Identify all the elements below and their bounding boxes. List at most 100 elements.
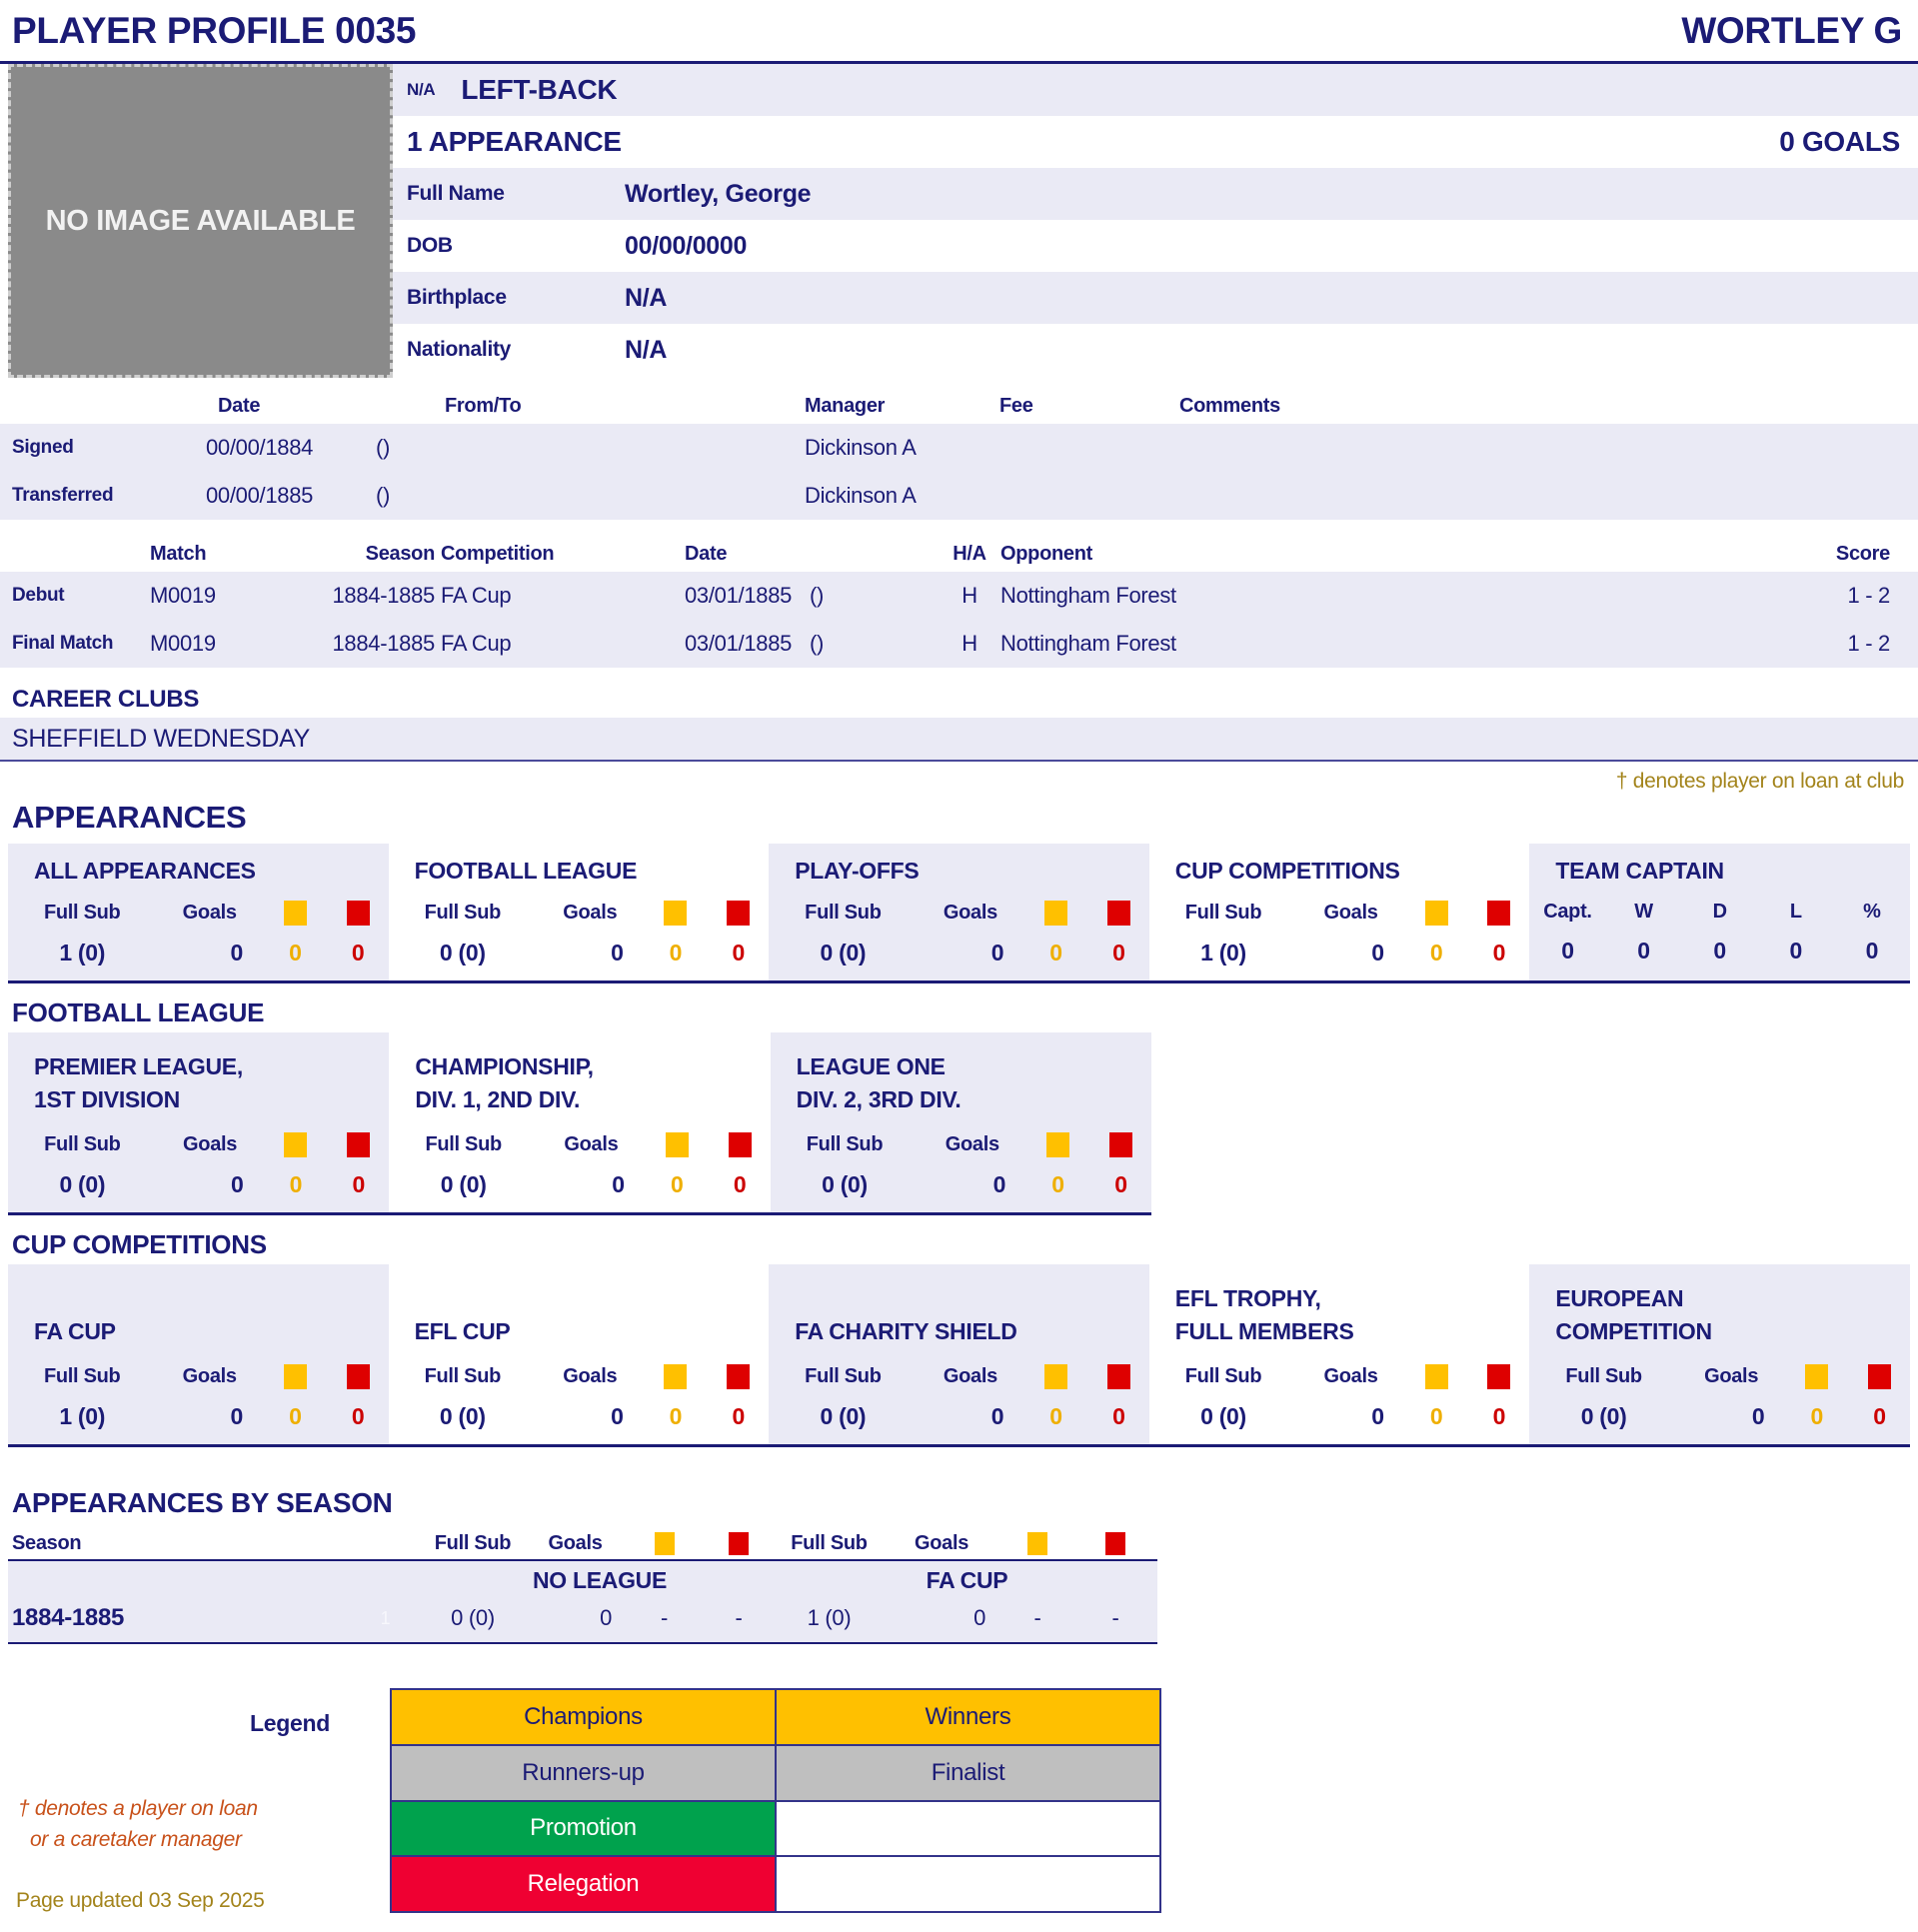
col-score: Score (1835, 542, 1890, 565)
col-season: Season (12, 1531, 82, 1554)
milestones-body: Debut M0019 1884-1885 FA Cup 03/01/1885 … (0, 572, 1918, 668)
red-card-icon (1106, 901, 1130, 926)
legend-winners: Winners (775, 1688, 1161, 1746)
player-photo-placeholder: NO IMAGE AVAILABLE (8, 64, 393, 378)
signed-date: 00/00/1884 (206, 435, 314, 460)
cup-panels: FA CUP Full Sub Goals 1 (0) 0 0 0 EFL CU… (8, 1264, 1910, 1447)
no-image-text: NO IMAGE AVAILABLE (45, 204, 356, 237)
col-match: Match (150, 542, 207, 565)
col-competition: Competition (441, 542, 555, 565)
profile-rows: N/A LEFT-BACK 1 APPEARANCE 0 GOALS Full … (393, 64, 1918, 378)
col-ha: H/A (953, 542, 986, 565)
birthplace-value: N/A (625, 283, 668, 312)
table-row: Signed 00/00/1884 () Dickinson A (0, 424, 1918, 472)
yellow-card-icon (1424, 901, 1448, 926)
page-updated: Page updated 03 Sep 2025 (16, 1889, 265, 1912)
signed-from: () (376, 435, 391, 460)
goal-total: 0 GOALS (1779, 126, 1900, 157)
panel-league-one: LEAGUE ONE DIV. 2, 3RD DIV. Full Sub Goa… (770, 1032, 1151, 1212)
col-manager: Manager (805, 394, 886, 417)
group-no-league: NO LEAGUE (532, 1567, 668, 1593)
debut-season: 1884-1885 (332, 583, 435, 608)
panel-efl-cup: EFL CUP Full Sub Goals 0 (0) 0 0 0 (389, 1264, 770, 1444)
yellow-card-icon (1044, 1364, 1068, 1389)
panel-premier-league: PREMIER LEAGUE, 1ST DIVISION Full Sub Go… (8, 1032, 390, 1212)
page-title: PLAYER PROFILE 0035 (12, 9, 417, 51)
final-season: 1884-1885 (332, 631, 435, 656)
milestones-table: Match Season Competition Date H/A Oppone… (0, 536, 1918, 668)
cup-goals: 0 (973, 1605, 985, 1630)
panel-efl-trophy: EFL TROPHY, FULL MEMBERS Full Sub Goals … (1149, 1264, 1530, 1444)
hidden-match-count: 1 (380, 1607, 391, 1628)
yellow-card-icon (664, 901, 688, 926)
totals-row: 1 APPEARANCE 0 GOALS (393, 116, 1918, 168)
appearances-title: APPEARANCES (12, 800, 247, 835)
red-card-icon (1106, 1364, 1130, 1389)
legend-promotion: Promotion (390, 1799, 777, 1858)
season-body: NO LEAGUE FA CUP 1884-1885 1 0 (0) 0 - -… (8, 1561, 1157, 1644)
col-fee: Fee (999, 394, 1033, 417)
red-card-icon (1868, 1364, 1892, 1389)
dob-value: 00/00/0000 (625, 231, 748, 260)
cup-red: - (1111, 1605, 1119, 1630)
nationality-label: Nationality (407, 338, 512, 361)
milestones-header-row: Match Season Competition Date H/A Oppone… (0, 536, 1918, 572)
football-league-title: FOOTBALL LEAGUE (12, 997, 265, 1027)
col-opponent: Opponent (1000, 542, 1093, 565)
yellow-card-icon (1027, 1531, 1047, 1555)
red-card-icon (1105, 1531, 1125, 1555)
league-yellow: - (660, 1605, 669, 1630)
final-match-label: Final Match (12, 633, 114, 654)
group-fa-cup: FA CUP (926, 1567, 1008, 1593)
football-league-panels: PREMIER LEAGUE, 1ST DIVISION Full Sub Go… (8, 1032, 1151, 1215)
nationality-value: N/A (625, 335, 668, 364)
transfers-table: Date From/To Manager Fee Comments Signed… (0, 388, 1918, 520)
nationality-row: Nationality N/A (393, 324, 1918, 376)
birthplace-label: Birthplace (407, 286, 507, 309)
transferred-manager: Dickinson A (805, 483, 917, 508)
dob-row: DOB 00/00/0000 (393, 220, 1918, 272)
cup-competitions-title: CUP COMPETITIONS (12, 1229, 267, 1259)
panel-championship: CHAMPIONSHIP, DIV. 1, 2ND DIV. Full Sub … (389, 1032, 770, 1212)
col-date: Date (218, 394, 261, 417)
legend-runners-up: Runners-up (390, 1743, 777, 1802)
final-match: M0019 (150, 631, 216, 656)
final-date: 03/01/1885 (685, 631, 793, 656)
career-clubs-title: CAREER CLUBS (12, 686, 200, 713)
panel-european: EUROPEAN COMPETITION Full Sub Goals 0 (0… (1529, 1264, 1910, 1444)
panel-play-offs: PLAY-OFFS Full Sub Goals 0 (0) 0 0 0 (769, 844, 1149, 980)
cup-full-sub: 1 (0) (807, 1605, 852, 1630)
transferred-date: 00/00/1885 (206, 483, 314, 508)
career-club-item: SHEFFIELD WEDNESDAY (0, 718, 1918, 762)
final-ha: H (961, 631, 977, 656)
red-card-icon (729, 1531, 749, 1555)
red-card-icon (727, 1364, 751, 1389)
red-card-icon (727, 901, 751, 926)
player-position: LEFT-BACK (461, 74, 618, 105)
debut-ha: H (961, 583, 977, 608)
debut-score: 1 - 2 (1847, 583, 1890, 608)
yellow-card-icon (665, 1132, 689, 1157)
final-opponent: Nottingham Forest (1000, 631, 1176, 656)
season-table: Season Full Sub Goals Full Sub Goals NO … (8, 1527, 1157, 1644)
profile-section: NO IMAGE AVAILABLE N/A LEFT-BACK 1 APPEA… (0, 64, 1918, 378)
legend-champions: Champions (390, 1688, 777, 1746)
signed-manager: Dickinson A (805, 435, 917, 460)
player-code: WORTLEY G (1681, 9, 1902, 51)
final-score: 1 - 2 (1847, 631, 1890, 656)
cup-yellow: - (1033, 1605, 1041, 1630)
yellow-card-icon (1044, 901, 1068, 926)
appearances-by-season-title: APPEARANCES BY SEASON (12, 1487, 393, 1518)
panel-cup-competitions: CUP COMPETITIONS Full Sub Goals 1 (0) 0 … (1149, 844, 1530, 980)
yellow-card-icon (1046, 1132, 1070, 1157)
col-date: Date (685, 542, 728, 565)
appearance-total: 1 APPEARANCE (407, 126, 622, 157)
full-name-row: Full Name Wortley, George (393, 168, 1918, 220)
red-card-icon (346, 1364, 370, 1389)
debut-competition: FA Cup (441, 583, 512, 608)
yellow-card-icon (284, 1132, 308, 1157)
debut-date-paren: () (810, 583, 825, 608)
transfers-header-row: Date From/To Manager Fee Comments (0, 388, 1918, 424)
yellow-card-icon (1424, 1364, 1448, 1389)
red-card-icon (347, 1132, 371, 1157)
